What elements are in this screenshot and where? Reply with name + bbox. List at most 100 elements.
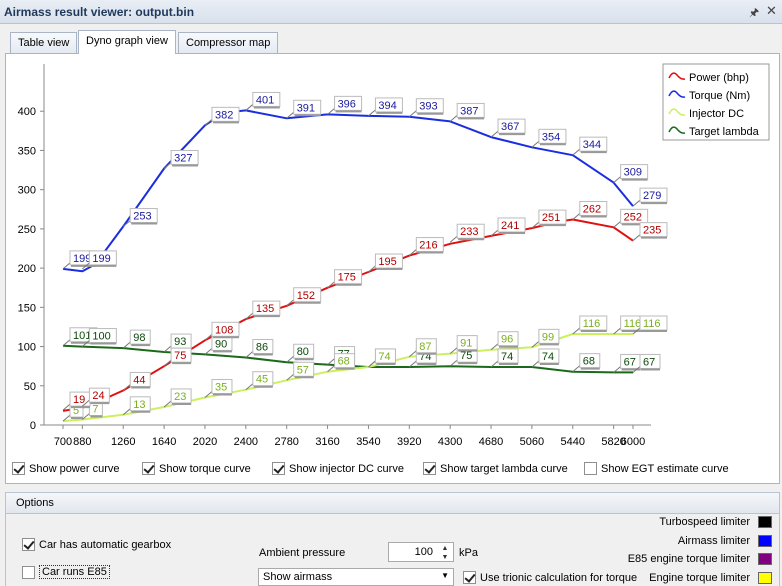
y-tick-label: 350 (18, 145, 36, 157)
data-label-leader (632, 327, 641, 335)
data-label-leader (245, 351, 254, 358)
data-label-leader (163, 345, 172, 353)
runs-e85-checkbox[interactable]: Car runs E85 (22, 565, 110, 579)
data-label: 24 (92, 390, 104, 402)
checkbox-box[interactable] (22, 538, 35, 551)
x-tick-label: 5060 (520, 436, 544, 448)
checkbox-box[interactable] (142, 462, 155, 475)
checkbox-box[interactable] (463, 571, 476, 584)
tab-table-view[interactable]: Table view (10, 32, 78, 54)
checkbox-box[interactable] (584, 462, 597, 475)
data-label-leader (62, 262, 71, 270)
y-tick-label: 100 (18, 342, 36, 354)
data-label: 279 (643, 190, 661, 202)
data-label: 13 (133, 399, 145, 411)
data-label-leader (163, 400, 172, 408)
series-line (62, 109, 634, 273)
display-select[interactable]: Show airmass ▼ (258, 568, 454, 586)
trionic-calc-checkbox[interactable]: Use trionic calculation for torque (463, 571, 637, 584)
limiter-legend-engine-torque: Engine torque limiter (649, 572, 772, 584)
data-label-leader (327, 365, 335, 373)
pin-icon[interactable]: 🖈︎ (749, 7, 760, 19)
data-label-leader (613, 366, 621, 373)
y-tick-label: 300 (18, 185, 36, 197)
close-icon[interactable]: ✕ (766, 3, 777, 18)
show-power-curve-checkbox[interactable]: Show power curve (12, 462, 120, 475)
data-label: 87 (419, 341, 431, 353)
data-label-leader (572, 148, 581, 156)
x-tick-label: 4300 (438, 436, 462, 448)
checkbox-box[interactable] (12, 462, 25, 475)
window-titlebar: Airmass result viewer: output.bin 🖈︎ ✕ (0, 0, 782, 24)
ambient-pressure-spinner[interactable]: 100 ▲ ▼ (388, 542, 454, 562)
spin-down-icon[interactable]: ▼ (441, 554, 449, 561)
data-label-leader (408, 350, 417, 358)
checkbox-label: Car runs E85 (39, 565, 110, 579)
data-label: 74 (378, 351, 390, 363)
limiter-swatch (758, 572, 772, 584)
data-label: 80 (297, 346, 309, 358)
limiter-label: Airmass limiter (677, 535, 750, 547)
data-label: 382 (215, 109, 233, 121)
x-tick-label: 1640 (152, 436, 176, 448)
automatic-gearbox-checkbox[interactable]: Car has automatic gearbox (22, 538, 171, 551)
data-label-leader (368, 360, 376, 368)
data-label-leader (82, 413, 90, 420)
show-injector-dc-curve-checkbox[interactable]: Show injector DC curve (272, 462, 404, 475)
checkbox-box[interactable] (22, 565, 35, 579)
data-label-leader (613, 327, 621, 335)
data-label-leader (613, 176, 621, 183)
data-label: 68 (583, 356, 595, 368)
legend-label: Injector DC (689, 108, 744, 120)
window-title: Airmass result viewer: output.bin (4, 5, 195, 19)
checkbox-box[interactable] (272, 462, 285, 475)
data-label: 57 (297, 364, 309, 376)
data-label-box (620, 164, 649, 180)
data-label: 135 (256, 303, 274, 315)
data-label-leader (572, 327, 581, 335)
show-target-lambda-curve-checkbox[interactable]: Show target lambda curve (423, 462, 568, 475)
show-egt-estimate-curve-checkbox[interactable]: Show EGT estimate curve (584, 462, 729, 475)
data-label-leader (327, 107, 335, 115)
data-label: 253 (133, 211, 151, 223)
legend-label: Power (bhp) (689, 72, 749, 84)
data-label-leader (449, 115, 458, 122)
data-label: 45 (256, 374, 268, 386)
data-label-leader (163, 162, 172, 169)
data-label: 93 (174, 336, 186, 348)
legend-label: Target lambda (689, 126, 760, 138)
data-label-leader (286, 299, 295, 307)
data-label-leader (632, 234, 641, 242)
tab-compressor-map[interactable]: Compressor map (178, 32, 279, 54)
data-label: 393 (419, 101, 437, 113)
data-label-leader (490, 229, 499, 237)
checkbox-box[interactable] (423, 462, 436, 475)
data-label-leader (204, 118, 213, 126)
checkbox-label: Show injector DC curve (289, 462, 404, 475)
data-label-leader (122, 220, 131, 227)
x-tick-label: 3920 (397, 436, 421, 448)
data-label-leader (490, 343, 499, 351)
options-header[interactable]: Options (5, 492, 780, 514)
data-label-leader (632, 366, 641, 373)
spin-up-icon[interactable]: ▲ (441, 545, 449, 552)
x-tick-label: 5820 (601, 436, 625, 448)
data-label: 344 (583, 139, 601, 151)
data-label-leader (122, 384, 131, 391)
data-label-leader (62, 403, 71, 411)
data-label-leader (204, 391, 213, 398)
data-label-leader (490, 130, 499, 138)
x-tick-label: 6000 (621, 436, 645, 448)
show-torque-curve-checkbox[interactable]: Show torque curve (142, 462, 251, 475)
data-label-leader (122, 341, 131, 349)
data-label-leader (82, 262, 90, 270)
data-label: 195 (378, 256, 396, 268)
data-label: 262 (583, 203, 601, 215)
data-label: 235 (643, 225, 661, 237)
data-label: 91 (460, 338, 472, 350)
x-tick-label: 2400 (234, 436, 258, 448)
tab-dyno-graph-view[interactable]: Dyno graph view (78, 30, 176, 54)
chevron-down-icon: ▼ (441, 571, 449, 580)
data-label: 90 (215, 338, 227, 350)
data-label: 175 (338, 272, 356, 284)
